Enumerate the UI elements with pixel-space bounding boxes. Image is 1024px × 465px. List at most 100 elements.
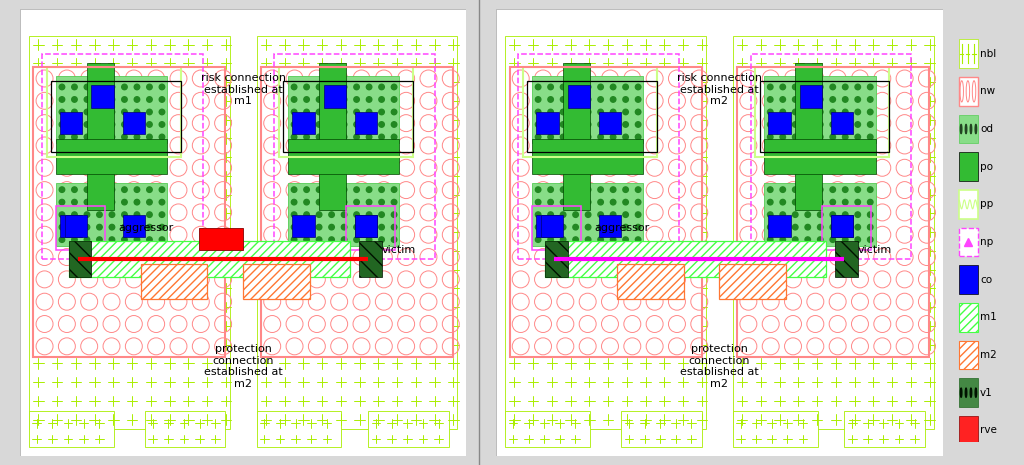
Circle shape: [560, 199, 566, 205]
Bar: [958, 341, 978, 369]
Circle shape: [96, 84, 102, 90]
Circle shape: [586, 237, 591, 242]
Circle shape: [134, 109, 139, 115]
Circle shape: [843, 109, 848, 115]
Bar: [537, 215, 559, 237]
Circle shape: [391, 187, 397, 193]
Circle shape: [110, 134, 115, 140]
Bar: [354, 215, 377, 237]
Circle shape: [855, 212, 860, 218]
Circle shape: [341, 134, 347, 140]
Text: m1: m1: [980, 312, 997, 322]
Bar: [622, 411, 701, 447]
Circle shape: [292, 199, 297, 205]
Circle shape: [304, 122, 309, 127]
Bar: [830, 112, 853, 134]
Circle shape: [805, 109, 811, 115]
Circle shape: [793, 122, 798, 127]
Circle shape: [610, 109, 615, 115]
Circle shape: [329, 97, 335, 102]
Circle shape: [817, 109, 823, 115]
Bar: [279, 67, 413, 157]
Circle shape: [560, 237, 566, 242]
Circle shape: [586, 97, 591, 102]
Bar: [845, 411, 925, 447]
Circle shape: [84, 134, 90, 140]
Circle shape: [329, 84, 335, 90]
Bar: [796, 63, 822, 210]
Circle shape: [793, 134, 798, 140]
Circle shape: [341, 187, 347, 193]
Circle shape: [72, 199, 77, 205]
Circle shape: [560, 187, 566, 193]
Circle shape: [304, 199, 309, 205]
Bar: [958, 115, 978, 143]
Circle shape: [610, 199, 615, 205]
Circle shape: [830, 122, 836, 127]
Circle shape: [367, 134, 372, 140]
Bar: [284, 81, 413, 152]
Bar: [563, 63, 590, 210]
Bar: [257, 36, 458, 429]
Circle shape: [84, 97, 90, 102]
Bar: [244, 264, 310, 299]
Bar: [545, 241, 826, 277]
Circle shape: [122, 237, 127, 242]
Circle shape: [635, 134, 641, 140]
Bar: [288, 76, 399, 143]
Circle shape: [780, 109, 785, 115]
Circle shape: [72, 84, 77, 90]
Circle shape: [586, 84, 591, 90]
Circle shape: [805, 122, 811, 127]
Circle shape: [329, 109, 335, 115]
Circle shape: [536, 225, 541, 230]
Circle shape: [354, 199, 359, 205]
Circle shape: [159, 237, 165, 242]
Circle shape: [635, 122, 641, 127]
Bar: [257, 411, 341, 447]
Circle shape: [367, 237, 372, 242]
Circle shape: [96, 109, 102, 115]
Circle shape: [159, 109, 165, 115]
Circle shape: [59, 97, 65, 102]
Circle shape: [560, 134, 566, 140]
Text: pp: pp: [980, 199, 993, 209]
Circle shape: [367, 84, 372, 90]
Bar: [346, 206, 395, 250]
Circle shape: [159, 225, 165, 230]
Circle shape: [159, 212, 165, 218]
Circle shape: [110, 199, 115, 205]
Circle shape: [598, 225, 603, 230]
Circle shape: [598, 187, 603, 193]
Circle shape: [867, 237, 873, 242]
Circle shape: [560, 212, 566, 218]
Circle shape: [146, 97, 153, 102]
Circle shape: [391, 237, 397, 242]
Circle shape: [96, 225, 102, 230]
Circle shape: [843, 199, 848, 205]
Circle shape: [110, 212, 115, 218]
Bar: [123, 112, 145, 134]
Bar: [87, 63, 114, 210]
Circle shape: [572, 109, 579, 115]
Circle shape: [586, 199, 591, 205]
Bar: [958, 190, 978, 219]
Circle shape: [96, 97, 102, 102]
Circle shape: [341, 97, 347, 102]
Bar: [537, 112, 559, 134]
Bar: [733, 36, 934, 429]
Circle shape: [768, 84, 773, 90]
Circle shape: [768, 122, 773, 127]
Circle shape: [610, 187, 615, 193]
Circle shape: [96, 212, 102, 218]
Circle shape: [780, 225, 785, 230]
Bar: [545, 241, 567, 277]
Circle shape: [379, 212, 384, 218]
Circle shape: [970, 125, 972, 133]
Circle shape: [59, 122, 65, 127]
Circle shape: [560, 225, 566, 230]
Circle shape: [84, 225, 90, 230]
Circle shape: [379, 134, 384, 140]
Bar: [123, 215, 145, 237]
Circle shape: [867, 225, 873, 230]
